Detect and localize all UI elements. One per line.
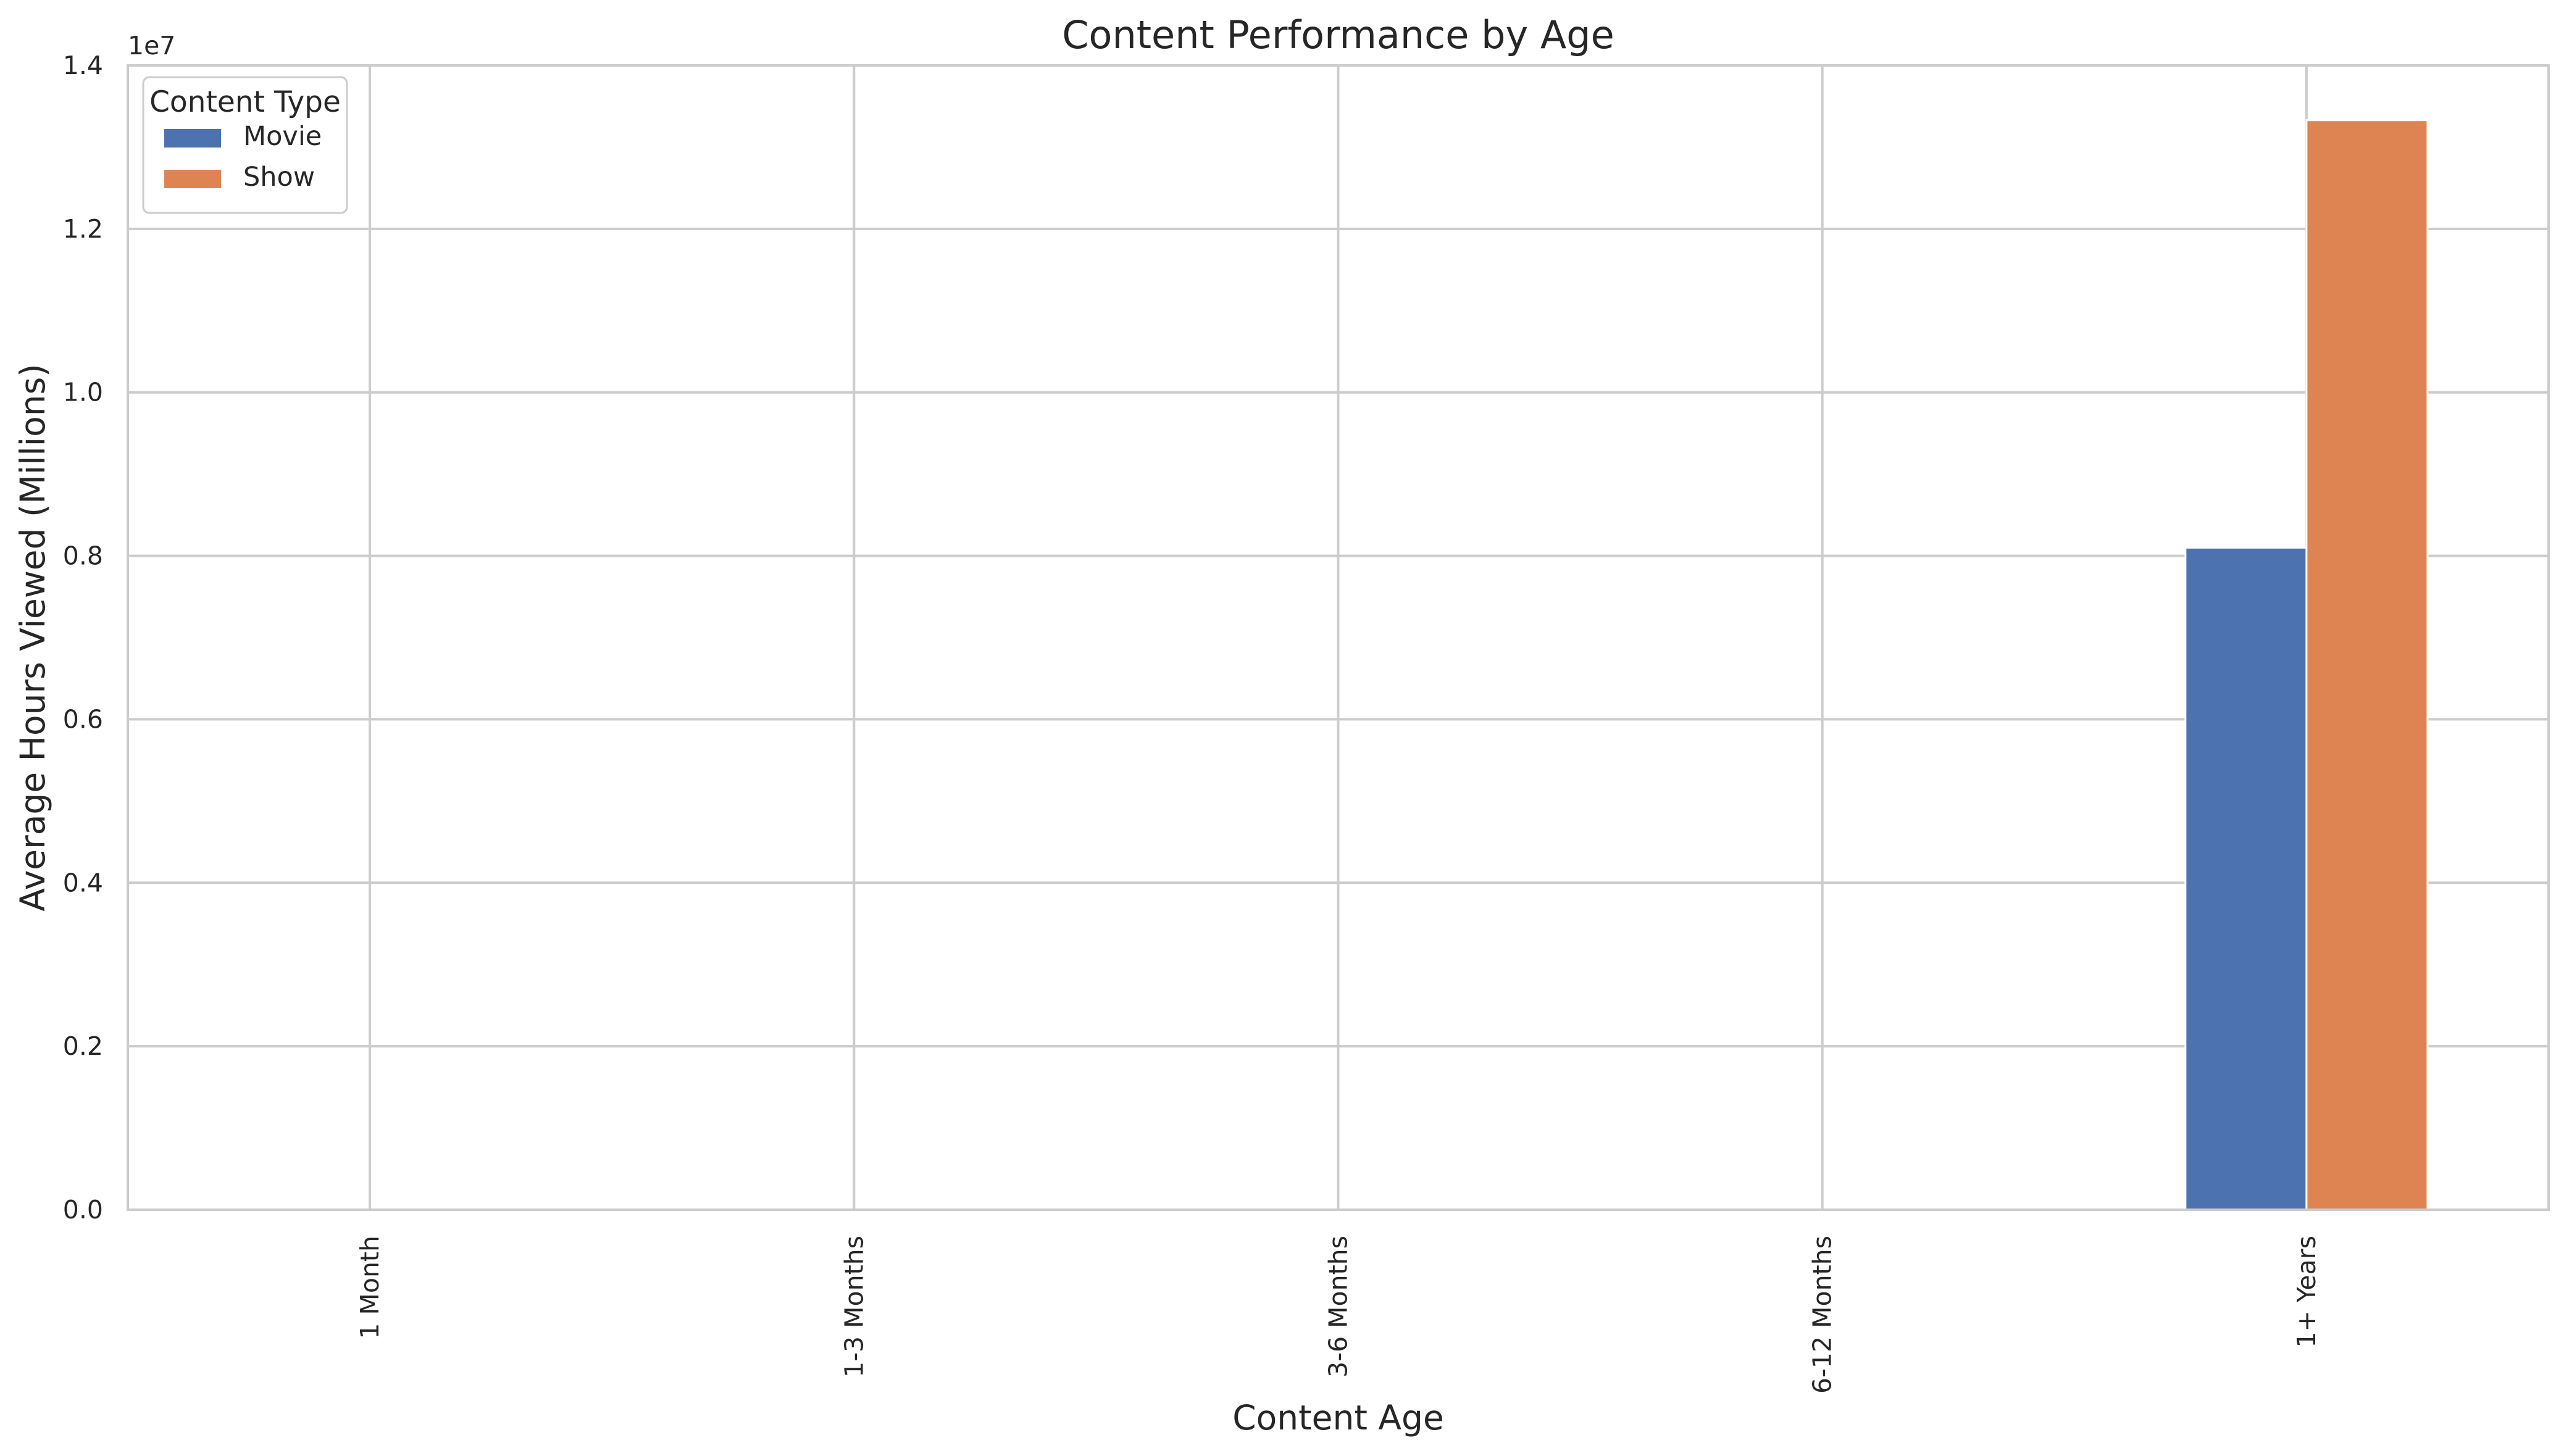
legend-swatch-movie xyxy=(164,129,221,148)
y-tick-label: 0.8 xyxy=(63,541,103,571)
legend-label-movie: Movie xyxy=(243,121,322,152)
plot-frame xyxy=(127,64,2550,1211)
x-ticks: 1 Month 1-3 Months 3-6 Months 6-12 Months 1+… xyxy=(355,1236,2321,1394)
y-tick-label: 0.2 xyxy=(63,1031,103,1061)
legend-swatch-show xyxy=(164,170,221,188)
legend-title: Content Type xyxy=(149,85,341,119)
x-tick-label: 6-12 Months xyxy=(1808,1236,1837,1394)
y-ticks: 0.0 0.2 0.4 0.6 0.8 1.0 1.2 1.4 xyxy=(63,51,103,1225)
x-tick-label: 1 Month xyxy=(355,1236,385,1339)
y-tick-label: 0.4 xyxy=(63,868,103,897)
x-tick-label: 1+ Years xyxy=(2292,1236,2321,1348)
y-tick-label: 0.0 xyxy=(63,1195,103,1225)
chart-title: Content Performance by Age xyxy=(1062,12,1614,57)
x-tick-label: 3-6 Months xyxy=(1324,1236,1353,1378)
y-axis-offset-label: 1e7 xyxy=(128,31,175,60)
bar-movie-4 xyxy=(2184,546,2308,1211)
y-axis-label: Average Hours Viewed (Millions) xyxy=(13,364,52,911)
bar-show-4 xyxy=(2305,119,2429,1211)
legend-label-show: Show xyxy=(243,162,315,193)
x-axis-label: Content Age xyxy=(1232,1398,1444,1437)
legend: Content Type Movie Show xyxy=(142,76,348,214)
y-tick-label: 1.2 xyxy=(63,214,103,244)
x-tick-label: 1-3 Months xyxy=(839,1236,869,1378)
legend-entries: Movie Show xyxy=(164,121,322,193)
y-tick-label: 1.4 xyxy=(63,51,103,80)
y-tick-label: 0.6 xyxy=(63,704,103,734)
bars xyxy=(2184,119,2429,1211)
y-tick-label: 1.0 xyxy=(63,378,103,407)
